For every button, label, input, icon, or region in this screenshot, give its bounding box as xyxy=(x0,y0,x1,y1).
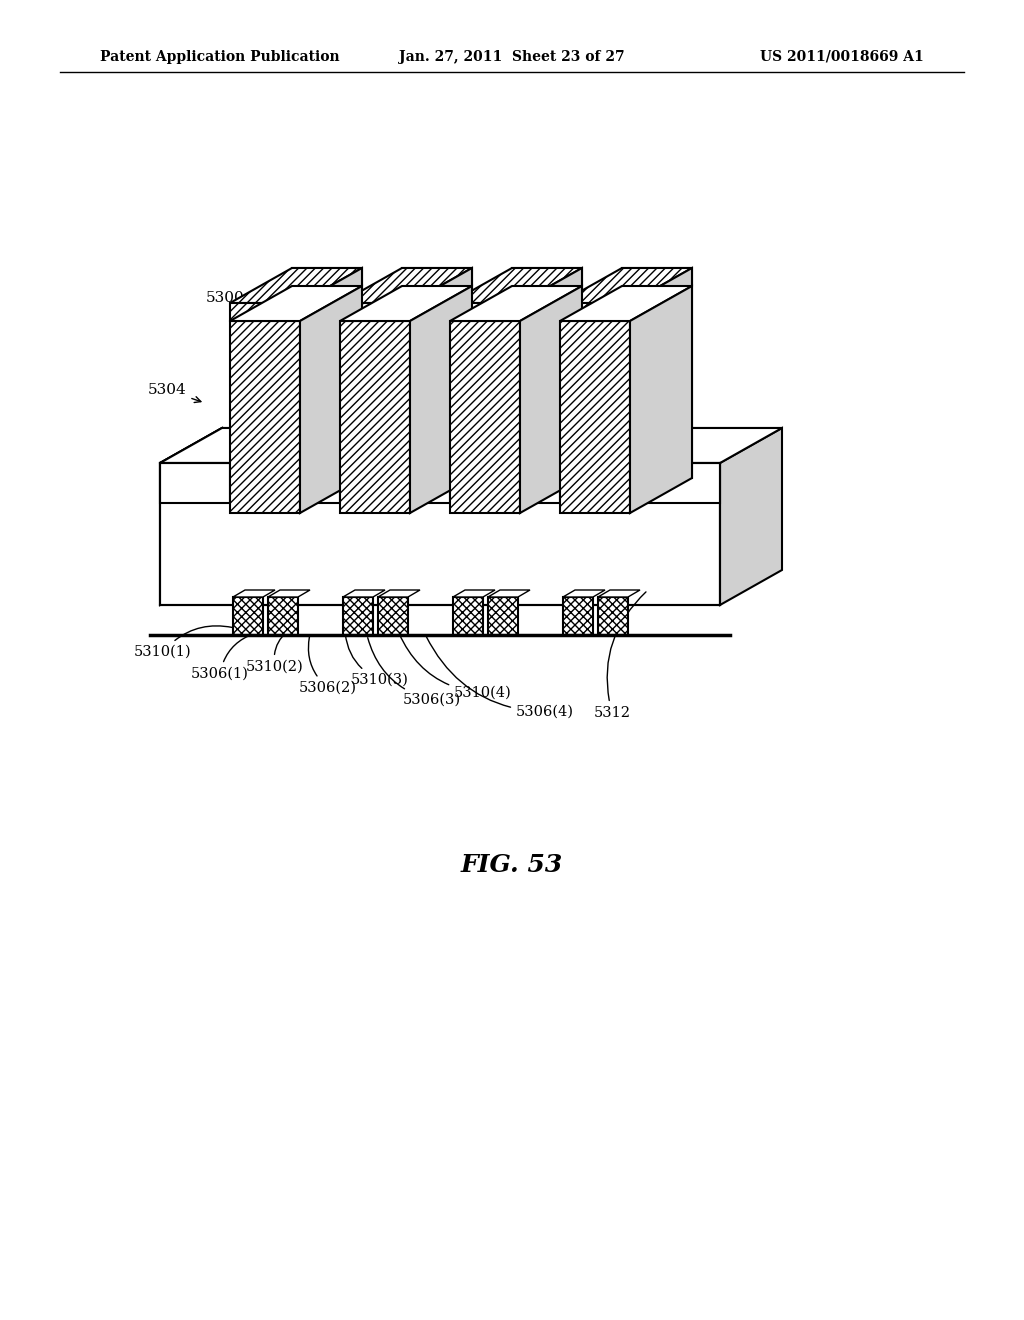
Polygon shape xyxy=(233,597,263,635)
Polygon shape xyxy=(410,463,450,503)
Polygon shape xyxy=(402,268,472,478)
Text: 5312: 5312 xyxy=(594,591,646,719)
Text: 5310(1): 5310(1) xyxy=(134,626,232,659)
Polygon shape xyxy=(520,428,622,463)
Polygon shape xyxy=(233,590,275,597)
Polygon shape xyxy=(630,268,692,321)
Polygon shape xyxy=(520,268,582,321)
Polygon shape xyxy=(300,428,402,463)
Polygon shape xyxy=(453,590,495,597)
Polygon shape xyxy=(160,428,222,605)
Polygon shape xyxy=(300,268,362,321)
Text: 5310(2): 5310(2) xyxy=(246,632,304,675)
Polygon shape xyxy=(160,428,292,463)
Polygon shape xyxy=(410,286,472,513)
Text: 5304: 5304 xyxy=(147,383,201,403)
Text: 5306(4): 5306(4) xyxy=(426,636,574,719)
Polygon shape xyxy=(268,590,310,597)
Polygon shape xyxy=(230,304,300,321)
Polygon shape xyxy=(450,268,582,304)
Text: 5302(2): 5302(2) xyxy=(386,345,451,367)
Polygon shape xyxy=(378,590,420,597)
Polygon shape xyxy=(410,268,472,321)
Polygon shape xyxy=(450,304,520,321)
Polygon shape xyxy=(488,590,530,597)
Polygon shape xyxy=(598,590,640,597)
Polygon shape xyxy=(230,286,362,321)
Polygon shape xyxy=(292,268,362,478)
Polygon shape xyxy=(560,286,692,321)
Polygon shape xyxy=(340,321,410,513)
Polygon shape xyxy=(488,597,518,635)
Polygon shape xyxy=(160,463,230,503)
Text: US 2011/0018669 A1: US 2011/0018669 A1 xyxy=(760,50,924,63)
Polygon shape xyxy=(340,268,472,304)
Text: 5306(3): 5306(3) xyxy=(368,638,461,708)
Polygon shape xyxy=(230,321,300,513)
Polygon shape xyxy=(622,268,692,478)
Text: 5306(1): 5306(1) xyxy=(191,634,253,681)
Text: 5302(3): 5302(3) xyxy=(496,360,562,381)
Polygon shape xyxy=(343,597,373,635)
Polygon shape xyxy=(598,597,628,635)
Polygon shape xyxy=(560,268,692,304)
Polygon shape xyxy=(300,463,340,503)
Text: 5302(4): 5302(4) xyxy=(604,376,677,396)
Polygon shape xyxy=(563,590,605,597)
Text: 5310(3): 5310(3) xyxy=(345,634,409,686)
Text: Jan. 27, 2011  Sheet 23 of 27: Jan. 27, 2011 Sheet 23 of 27 xyxy=(399,50,625,63)
Polygon shape xyxy=(563,597,593,635)
Polygon shape xyxy=(340,286,472,321)
Polygon shape xyxy=(340,304,410,321)
Polygon shape xyxy=(450,321,520,513)
Polygon shape xyxy=(268,597,298,635)
Polygon shape xyxy=(453,597,483,635)
Polygon shape xyxy=(410,428,512,463)
Polygon shape xyxy=(343,590,385,597)
Polygon shape xyxy=(520,463,560,503)
Polygon shape xyxy=(630,286,692,513)
Text: 5302(1): 5302(1) xyxy=(273,330,338,354)
Text: 5300: 5300 xyxy=(206,290,247,319)
Text: FIG. 53: FIG. 53 xyxy=(461,853,563,876)
Polygon shape xyxy=(378,597,408,635)
Polygon shape xyxy=(230,268,362,304)
Polygon shape xyxy=(630,463,720,503)
Polygon shape xyxy=(160,463,720,605)
Polygon shape xyxy=(450,286,582,321)
Polygon shape xyxy=(512,268,582,478)
Text: 5310(4): 5310(4) xyxy=(399,634,512,700)
Polygon shape xyxy=(160,428,782,463)
Polygon shape xyxy=(560,321,630,513)
Polygon shape xyxy=(720,428,782,605)
Text: 5306(2): 5306(2) xyxy=(299,636,357,696)
Polygon shape xyxy=(520,286,582,513)
Text: Patent Application Publication: Patent Application Publication xyxy=(100,50,340,63)
Polygon shape xyxy=(560,304,630,321)
Polygon shape xyxy=(300,286,362,513)
Polygon shape xyxy=(630,428,782,463)
